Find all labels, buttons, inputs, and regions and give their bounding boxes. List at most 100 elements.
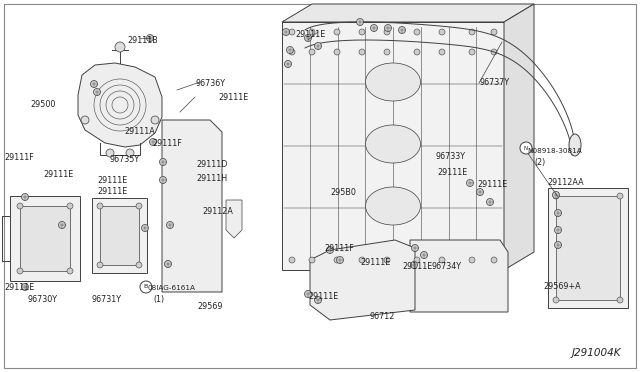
Circle shape [81,116,89,124]
Text: 29111E: 29111E [308,292,339,301]
Circle shape [287,46,294,54]
Ellipse shape [365,63,420,101]
Bar [100,206,139,265]
Text: 29111F: 29111F [4,153,34,162]
Polygon shape [548,188,628,308]
Circle shape [520,142,532,154]
Polygon shape [410,240,508,312]
Circle shape [289,29,295,35]
Circle shape [90,80,97,87]
Polygon shape [282,4,534,22]
Bar [20,206,70,271]
Circle shape [554,241,561,248]
Text: 29111E: 29111E [4,283,35,292]
Text: 96736Y: 96736Y [196,79,226,88]
Circle shape [22,193,29,201]
Circle shape [97,262,103,268]
Circle shape [469,49,475,55]
Circle shape [106,149,114,157]
Circle shape [22,283,29,291]
Bar [556,196,620,300]
Circle shape [414,29,420,35]
Text: 29111E: 29111E [437,168,467,177]
Text: (1): (1) [153,295,164,304]
Circle shape [384,49,390,55]
Circle shape [289,257,295,263]
Circle shape [17,268,23,274]
Circle shape [420,251,428,259]
Circle shape [67,268,73,274]
Polygon shape [78,63,162,147]
Circle shape [58,221,65,228]
Text: 29111F: 29111F [324,244,354,253]
Circle shape [439,257,445,263]
Text: 96712: 96712 [370,312,396,321]
Polygon shape [226,200,242,238]
Ellipse shape [569,134,581,156]
Circle shape [140,281,152,293]
Circle shape [334,49,340,55]
Circle shape [164,260,172,267]
Circle shape [412,244,419,251]
Circle shape [359,29,365,35]
Circle shape [151,116,159,124]
Text: 29112AA: 29112AA [547,178,584,187]
Circle shape [410,262,417,269]
Circle shape [115,42,125,52]
Circle shape [136,203,142,209]
Text: 29569: 29569 [197,302,223,311]
Circle shape [314,42,321,49]
Text: 08IAG-6161A: 08IAG-6161A [147,285,195,291]
Circle shape [150,138,157,145]
Circle shape [486,199,493,205]
Text: 96734Y: 96734Y [432,262,462,271]
Text: 29111B: 29111B [127,36,157,45]
Circle shape [141,224,148,231]
Circle shape [305,35,312,42]
Circle shape [282,29,289,35]
Circle shape [126,149,134,157]
Text: 295B0: 295B0 [330,188,356,197]
Bar [92,198,147,273]
Text: 29111E: 29111E [43,170,73,179]
Circle shape [166,221,173,228]
Text: 29111E: 29111E [295,30,325,39]
Circle shape [314,296,321,304]
Ellipse shape [365,125,420,163]
Circle shape [552,192,559,199]
Text: 29111H: 29111H [196,174,227,183]
Circle shape [414,257,420,263]
Circle shape [439,29,445,35]
Circle shape [289,49,295,55]
Circle shape [469,29,475,35]
Circle shape [617,297,623,303]
Circle shape [337,257,344,263]
Circle shape [17,203,23,209]
Circle shape [554,209,561,217]
Text: 29111A: 29111A [124,127,155,136]
Text: 29111F: 29111F [152,139,182,148]
Circle shape [97,203,103,209]
Circle shape [385,25,392,32]
Circle shape [359,257,365,263]
Text: 96730Y: 96730Y [28,295,58,304]
Circle shape [553,297,559,303]
Text: 96735Y: 96735Y [109,155,139,164]
Circle shape [467,180,474,186]
Text: 29111E: 29111E [360,258,390,267]
Text: 29111E: 29111E [97,176,127,185]
Text: 29111D: 29111D [196,160,227,169]
Polygon shape [282,22,504,270]
Text: (2): (2) [534,158,545,167]
Circle shape [469,257,475,263]
Circle shape [359,49,365,55]
Text: 96733Y: 96733Y [435,152,465,161]
Circle shape [491,49,497,55]
Circle shape [309,257,315,263]
Circle shape [136,262,142,268]
Text: 29111E: 29111E [218,93,248,102]
Text: 29112A: 29112A [202,207,233,216]
Circle shape [553,193,559,199]
Polygon shape [10,196,80,281]
Circle shape [384,29,390,35]
